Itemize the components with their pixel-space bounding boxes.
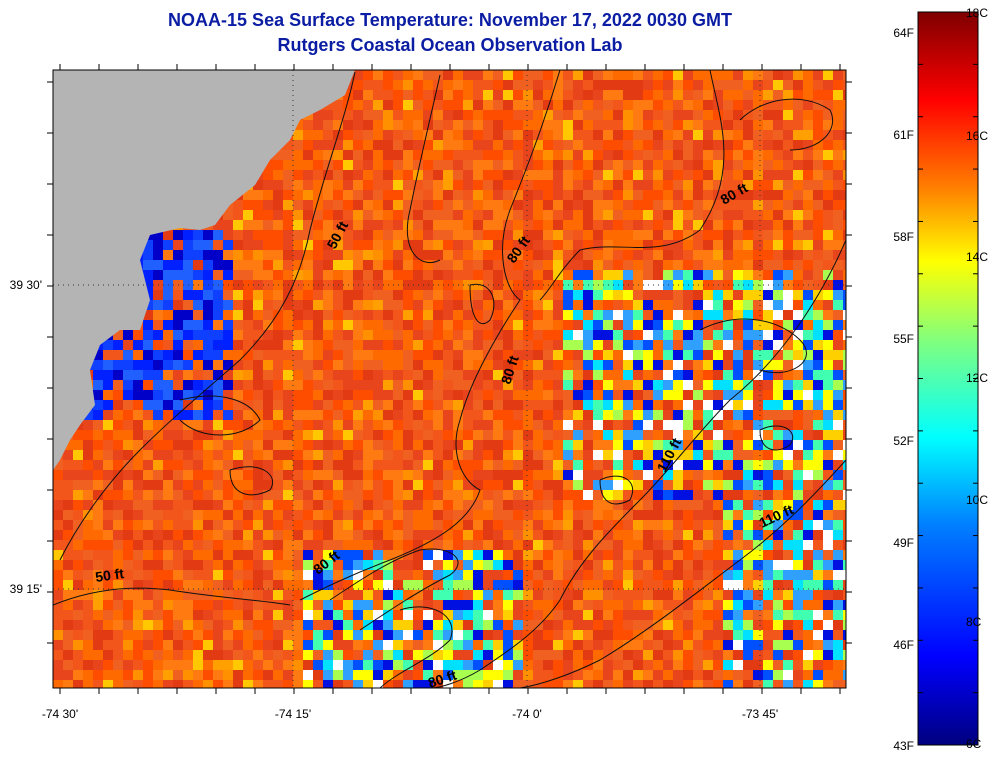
graticule	[53, 70, 846, 688]
depth-label: 50 ft	[94, 565, 125, 585]
colorbar-c-label: 18C	[966, 6, 988, 20]
colorbar-f-label: 52F	[893, 434, 914, 448]
sst-raster	[53, 70, 846, 688]
bathymetry-contours	[53, 70, 846, 688]
colorbar-c-label: 10C	[966, 493, 988, 507]
colorbar-f-label: 49F	[893, 536, 914, 550]
colorbar-f-label: 43F	[893, 739, 914, 753]
colorbar-f-label: 61F	[893, 128, 914, 142]
colorbar-f-label: 46F	[893, 638, 914, 652]
x-tick-label: -74 15'	[275, 707, 311, 721]
map-title: NOAA-15 Sea Surface Temperature: Novembe…	[168, 10, 732, 30]
colorbar-c-label: 14C	[966, 250, 988, 264]
x-tick-label: -74 0'	[512, 707, 542, 721]
colorbar-ticks	[918, 11, 978, 746]
axis-ticks	[47, 64, 852, 694]
land-area	[53, 70, 355, 470]
x-tick-label: -74 30'	[42, 707, 78, 721]
map-subtitle: Rutgers Coastal Ocean Observation Lab	[277, 35, 623, 55]
colorbar-c-label: 8C	[966, 615, 982, 629]
y-tick-label: 39 30'	[10, 278, 42, 292]
colorbar-f-label: 55F	[893, 332, 914, 346]
colorbar-c-label: 12C	[966, 371, 988, 385]
colorbar-c-label: 6C	[966, 737, 982, 751]
y-tick-label: 39 15'	[10, 582, 42, 596]
colorbar-f-label: 58F	[893, 230, 914, 244]
colorbar-c-label: 16C	[966, 129, 988, 143]
x-tick-label: -73 45'	[742, 707, 778, 721]
colorbar	[917, 11, 979, 746]
colorbar-f-label: 64F	[893, 26, 914, 40]
